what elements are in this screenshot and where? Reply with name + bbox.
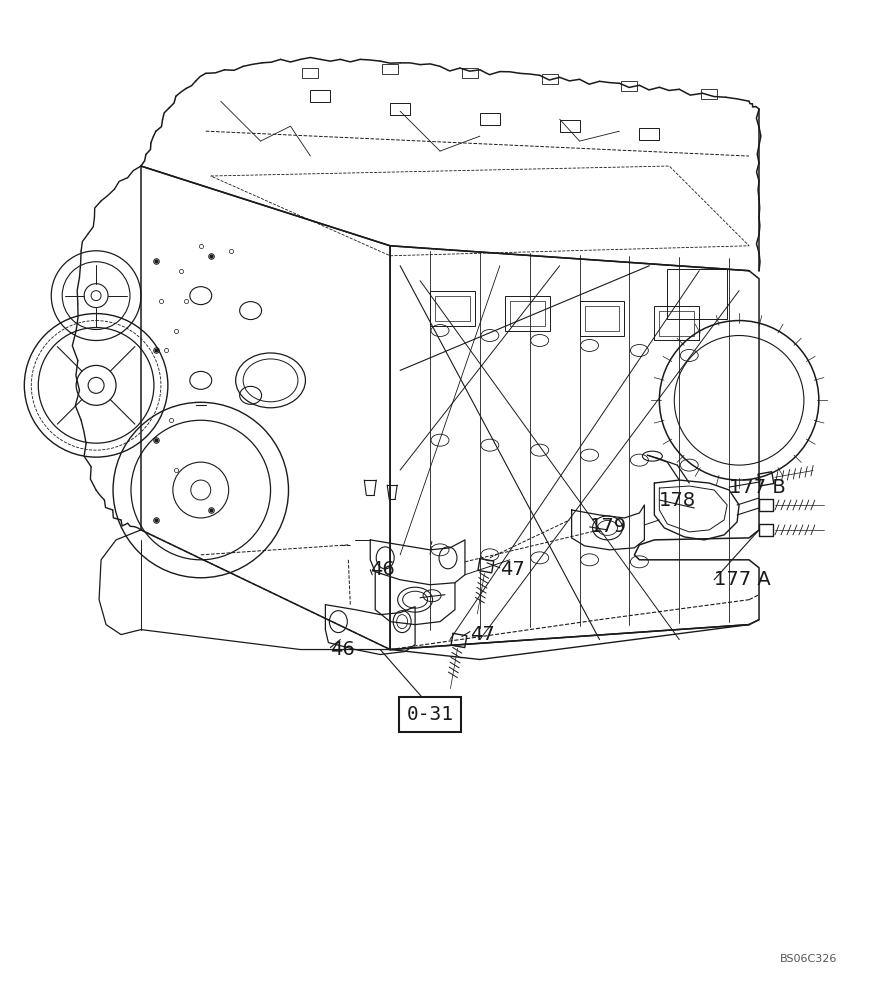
Bar	[310, 90, 331, 102]
Bar	[430, 291, 475, 326]
Bar	[659, 311, 694, 336]
Text: BS06C326: BS06C326	[780, 954, 838, 964]
Bar	[622, 81, 637, 91]
Text: 47: 47	[470, 625, 495, 644]
Bar	[668, 269, 728, 319]
Bar	[303, 68, 318, 78]
Bar	[383, 64, 398, 74]
Text: 179: 179	[590, 517, 626, 536]
Bar	[480, 113, 500, 125]
Text: 46: 46	[370, 560, 395, 579]
Bar	[640, 128, 659, 140]
Bar	[580, 301, 625, 336]
Bar	[435, 296, 470, 321]
Bar	[542, 74, 557, 84]
Text: 178: 178	[659, 490, 696, 510]
Bar	[584, 306, 619, 331]
Bar	[462, 68, 478, 78]
Text: 46: 46	[331, 640, 355, 659]
Bar	[390, 103, 410, 115]
Text: 47: 47	[500, 560, 524, 579]
Text: 0-31: 0-31	[407, 705, 453, 724]
Bar	[504, 296, 549, 331]
Bar	[510, 301, 545, 326]
Bar	[654, 306, 699, 340]
Text: 177 B: 177 B	[729, 478, 786, 497]
Bar	[560, 120, 580, 132]
Bar	[702, 89, 717, 99]
Text: 177 A: 177 A	[714, 570, 771, 589]
